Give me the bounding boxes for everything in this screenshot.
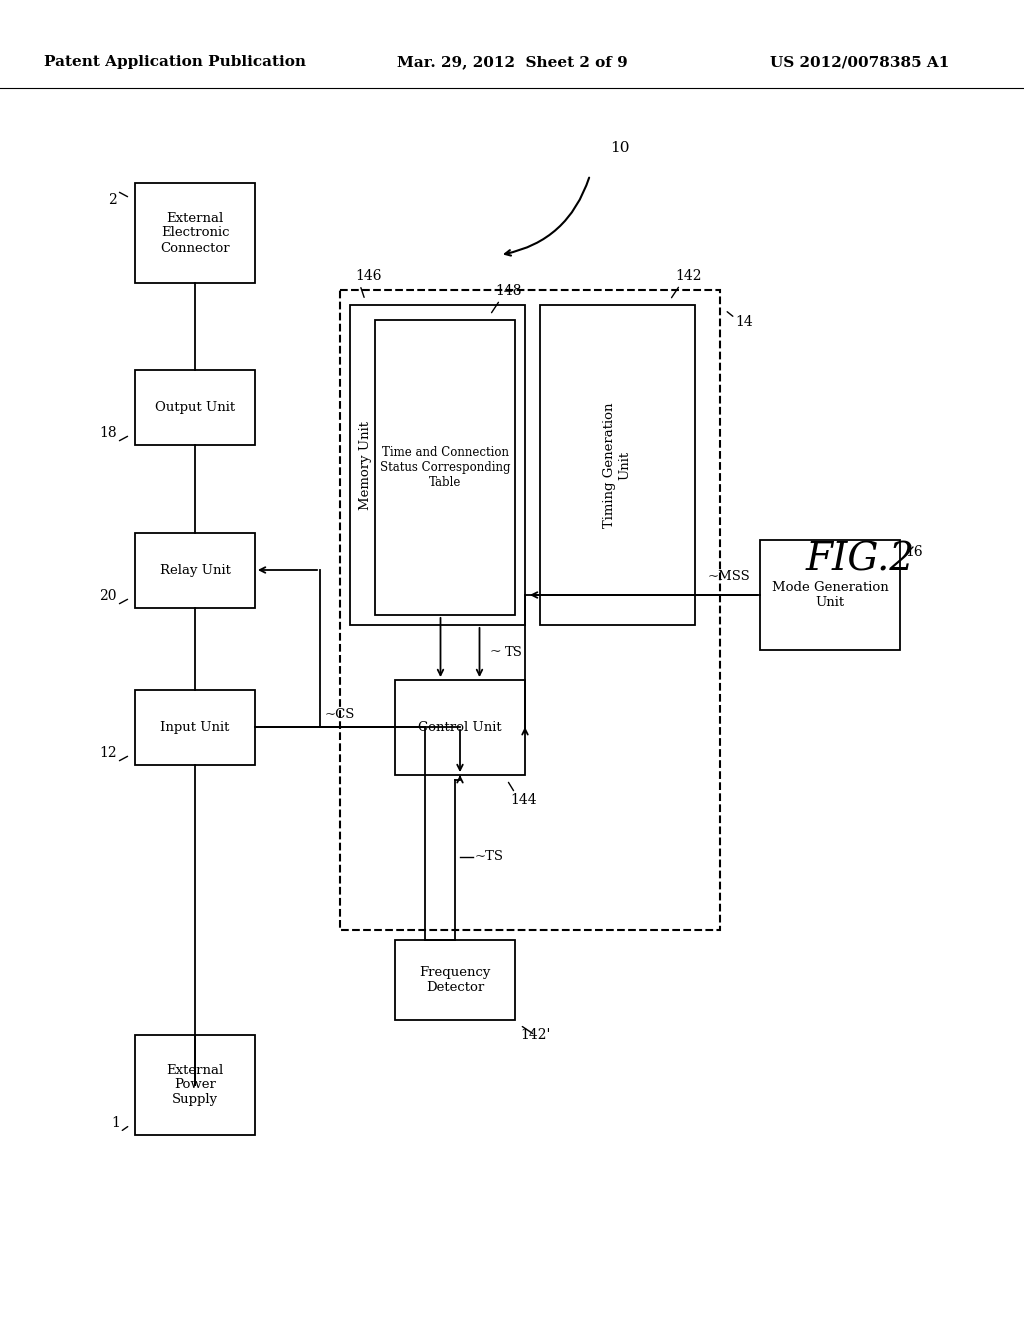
Bar bbox=[350, 305, 525, 624]
Bar bbox=[375, 319, 515, 615]
Bar bbox=[395, 940, 515, 1020]
Text: 18: 18 bbox=[99, 426, 117, 440]
Text: Timing Generation
Unit: Timing Generation Unit bbox=[603, 403, 632, 528]
Text: 1: 1 bbox=[112, 1115, 120, 1130]
Text: 16: 16 bbox=[905, 545, 923, 558]
Bar bbox=[540, 305, 695, 624]
Bar bbox=[135, 1035, 255, 1135]
Text: External
Power
Supply: External Power Supply bbox=[166, 1064, 223, 1106]
Text: ~CS: ~CS bbox=[325, 709, 355, 722]
Text: Input Unit: Input Unit bbox=[161, 721, 229, 734]
Text: 144: 144 bbox=[510, 793, 537, 807]
Text: 142: 142 bbox=[675, 269, 701, 282]
Text: ~TS: ~TS bbox=[475, 850, 504, 863]
Text: ~: ~ bbox=[489, 645, 501, 659]
Text: Frequency
Detector: Frequency Detector bbox=[419, 966, 490, 994]
Bar bbox=[340, 290, 720, 931]
Text: 146: 146 bbox=[355, 269, 382, 282]
Text: 14: 14 bbox=[735, 315, 753, 329]
Text: Mode Generation
Unit: Mode Generation Unit bbox=[772, 581, 889, 609]
Bar bbox=[135, 183, 255, 282]
Bar bbox=[135, 690, 255, 766]
Text: 20: 20 bbox=[99, 589, 117, 603]
Text: Memory Unit: Memory Unit bbox=[359, 421, 373, 510]
Bar bbox=[760, 540, 900, 649]
Text: Patent Application Publication: Patent Application Publication bbox=[44, 55, 306, 69]
Bar bbox=[395, 680, 525, 775]
Text: Output Unit: Output Unit bbox=[155, 401, 236, 414]
Text: US 2012/0078385 A1: US 2012/0078385 A1 bbox=[770, 55, 949, 69]
Text: Time and Connection
Status Corresponding
Table: Time and Connection Status Corresponding… bbox=[380, 446, 510, 488]
Text: 148: 148 bbox=[495, 284, 521, 298]
Text: 10: 10 bbox=[610, 141, 630, 154]
Text: ~MSS: ~MSS bbox=[708, 570, 750, 583]
Bar bbox=[135, 533, 255, 609]
Text: 2: 2 bbox=[109, 193, 117, 207]
Text: FIG.2: FIG.2 bbox=[806, 541, 914, 578]
Text: Mar. 29, 2012  Sheet 2 of 9: Mar. 29, 2012 Sheet 2 of 9 bbox=[396, 55, 628, 69]
Text: Control Unit: Control Unit bbox=[418, 721, 502, 734]
Text: TS: TS bbox=[505, 645, 522, 659]
Text: Relay Unit: Relay Unit bbox=[160, 564, 230, 577]
Bar bbox=[135, 370, 255, 445]
Text: External
Electronic
Connector: External Electronic Connector bbox=[160, 211, 229, 255]
Text: 142': 142' bbox=[520, 1028, 550, 1041]
Text: 12: 12 bbox=[99, 746, 117, 760]
